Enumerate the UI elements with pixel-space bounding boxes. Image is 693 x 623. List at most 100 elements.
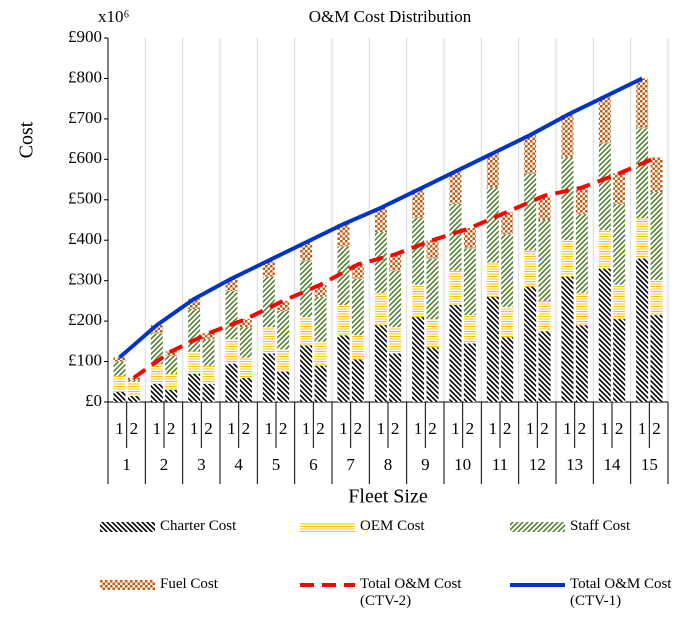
bar-segment <box>389 254 402 271</box>
bar-segment <box>277 311 290 350</box>
bar-segment <box>449 270 462 305</box>
y-tick-label: £0 <box>85 391 102 410</box>
bar-segment <box>412 189 425 218</box>
bar-segment <box>426 240 439 259</box>
bar-segment <box>636 128 649 218</box>
bar-segment <box>524 286 537 402</box>
bar-segment <box>501 337 514 402</box>
bar-segment <box>463 248 476 316</box>
multiplier: x10⁶ <box>98 7 130 26</box>
bar-segment <box>239 327 252 358</box>
bar-segment <box>300 317 313 346</box>
x-tick-label: 10 <box>454 455 471 474</box>
bar-segment <box>486 153 499 188</box>
bar-segment <box>239 319 252 328</box>
y-tick-label: £800 <box>68 67 102 86</box>
x-tick-label: 2 <box>160 455 169 474</box>
bar-segment <box>165 355 178 374</box>
sub-tick-label: 1 <box>601 419 610 438</box>
bar-segment <box>598 230 611 269</box>
bar-segment <box>412 284 425 318</box>
bar-segment <box>113 391 126 402</box>
bar-segment <box>150 325 163 334</box>
bar-segment <box>463 228 476 249</box>
bar-segment <box>650 279 663 316</box>
sub-tick-label: 2 <box>652 419 661 438</box>
sub-tick-label: 2 <box>428 419 437 438</box>
bar-segment <box>337 246 350 305</box>
bar-segment <box>389 327 402 354</box>
bar-segment <box>351 278 364 336</box>
sub-tick-label: 1 <box>451 419 460 438</box>
x-tick-label: 6 <box>309 455 318 474</box>
bar-segment <box>538 195 551 220</box>
legend-swatch <box>510 522 565 532</box>
sub-tick-label: 2 <box>279 419 288 438</box>
bar-segment <box>314 365 327 402</box>
sub-tick-label: 1 <box>526 419 535 438</box>
bar-segment <box>188 298 201 309</box>
bar-segment <box>262 276 275 328</box>
y-tick-label: £100 <box>68 350 102 369</box>
bar-segment <box>463 315 476 344</box>
bar-segment <box>165 389 178 402</box>
bar-segment <box>239 357 252 378</box>
bar-segment <box>538 220 551 301</box>
bar-segment <box>127 379 140 382</box>
sub-tick-label: 2 <box>503 419 512 438</box>
bar-segment <box>127 395 140 402</box>
bar-segment <box>188 308 201 352</box>
y-tick-label: £700 <box>68 108 102 127</box>
y-tick-label: £600 <box>68 148 102 167</box>
sub-tick-label: 1 <box>377 419 386 438</box>
bar-segment <box>650 315 663 402</box>
bar-segment <box>650 192 663 280</box>
bar-segment <box>202 365 215 384</box>
sub-tick-label: 2 <box>540 419 549 438</box>
bar-segment <box>225 339 238 364</box>
bar-segment <box>575 292 588 326</box>
bar-segment <box>575 187 588 214</box>
bar-segment <box>501 211 514 235</box>
bar-segment <box>277 371 290 402</box>
y-axis-title: Cost <box>16 121 38 158</box>
bar-segment <box>300 242 313 261</box>
legend-label: Total O&M Cost (CTV-2) <box>360 576 462 609</box>
bar-segment <box>150 383 163 402</box>
sub-tick-label: 2 <box>242 419 251 438</box>
x-tick-label: 9 <box>421 455 430 474</box>
chart-title: O&M Cost Distribution <box>309 7 472 26</box>
bar-segment <box>188 351 201 374</box>
bar-segment <box>426 258 439 320</box>
bar-segment <box>127 377 140 380</box>
bar-segment <box>449 304 462 402</box>
sub-tick-label: 1 <box>302 419 311 438</box>
bar-segment <box>337 224 350 247</box>
y-tick-label: £500 <box>68 189 102 208</box>
x-tick-label: 11 <box>492 455 508 474</box>
bar-segment <box>449 171 462 204</box>
x-tick-label: 14 <box>604 455 622 474</box>
bar-segment <box>262 327 275 354</box>
bar-segment <box>426 319 439 348</box>
legend-label: Total O&M Cost (CTV-1) <box>570 576 672 609</box>
sub-tick-label: 1 <box>638 419 647 438</box>
bar-segment <box>202 333 215 340</box>
x-tick-label: 3 <box>197 455 206 474</box>
sub-tick-label: 2 <box>578 419 587 438</box>
bar-segment <box>351 335 364 360</box>
bar-segment <box>561 114 574 158</box>
bar-segment <box>239 377 252 402</box>
sub-tick-label: 1 <box>414 419 423 438</box>
bar-segment <box>486 187 499 263</box>
x-tick-label: 4 <box>234 455 243 474</box>
bar-segment <box>337 304 350 336</box>
sub-tick-label: 2 <box>130 419 139 438</box>
bar-segment <box>225 290 238 340</box>
sub-tick-label: 2 <box>615 419 624 438</box>
bar-segment <box>314 341 327 366</box>
bar-segment <box>150 333 163 364</box>
bar-segment <box>225 363 238 402</box>
legend-swatch <box>100 580 155 590</box>
